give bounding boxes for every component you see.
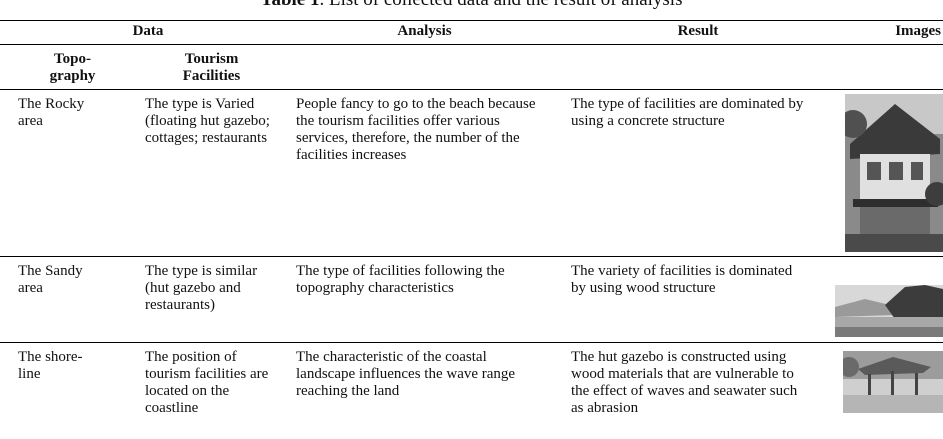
cell: The type is Varied (floating hut gazebo;… <box>127 90 278 257</box>
header-row: Data Analysis Result Images <box>0 21 943 45</box>
cell: The type of facilities are dominated by … <box>553 90 825 257</box>
header-cell: Data <box>0 21 278 45</box>
table-row: The Sandy area The type is similar (hut … <box>0 257 943 343</box>
photo <box>843 351 943 413</box>
table-caption: Table 1. List of collected data and the … <box>0 0 943 11</box>
table-row: The Rocky area The type is Varied (float… <box>0 90 943 257</box>
cell: People fancy to go to the beach because … <box>278 90 553 257</box>
header-cell: Images <box>825 21 943 45</box>
cell: The variety of facilities is dominated b… <box>553 257 825 343</box>
cell: The shore- line <box>0 343 127 439</box>
header-cell: Analysis <box>278 21 553 45</box>
photo <box>845 94 943 252</box>
cell: The position of tourism facilities are l… <box>127 343 278 439</box>
cell: The characteristic of the coastal landsc… <box>278 343 553 439</box>
caption-label: Table 1 <box>261 0 320 10</box>
page: Table 1. List of collected data and the … <box>0 0 943 423</box>
subheader-row: Topo- graphy Tourism Facilities <box>0 45 943 90</box>
cell: The type of facilities following the top… <box>278 257 553 343</box>
photo <box>835 285 943 337</box>
header-cell: Result <box>553 21 825 45</box>
subheader-cell: Topo- graphy <box>0 45 127 90</box>
cell: The hut gazebo is constructed using wood… <box>553 343 825 439</box>
data-table: Data Analysis Result Images Topo- graphy… <box>0 20 943 439</box>
caption-text: . List of collected data and the result … <box>319 0 682 10</box>
image-cell <box>825 343 943 439</box>
cell: The type is similar (hut gazebo and rest… <box>127 257 278 343</box>
cell: The Rocky area <box>0 90 127 257</box>
cell: The Sandy area <box>0 257 127 343</box>
image-cell <box>825 90 943 257</box>
subheader-cell: Tourism Facilities <box>127 45 278 90</box>
table-row: The shore- line The position of tourism … <box>0 343 943 439</box>
image-cell <box>825 257 943 343</box>
